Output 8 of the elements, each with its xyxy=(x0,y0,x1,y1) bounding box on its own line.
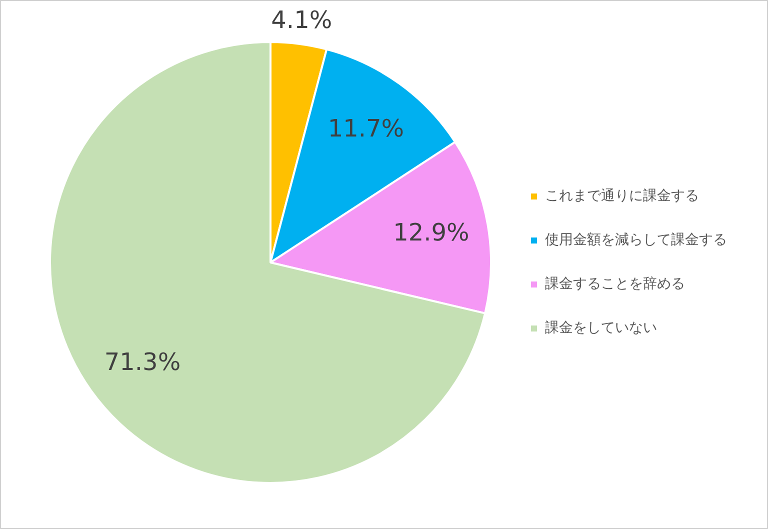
legend-label: 使用金額を減らして課金する xyxy=(545,232,727,248)
data-label: 11.7% xyxy=(328,114,404,142)
legend-label: 課金することを辞める xyxy=(545,276,685,292)
legend-label: これまで通りに課金する xyxy=(545,188,699,204)
data-label: 12.9% xyxy=(393,218,470,247)
data-label: 4.1% xyxy=(271,6,332,34)
data-label: 71.3% xyxy=(104,348,181,376)
legend-label: 課金をしていない xyxy=(545,320,657,336)
